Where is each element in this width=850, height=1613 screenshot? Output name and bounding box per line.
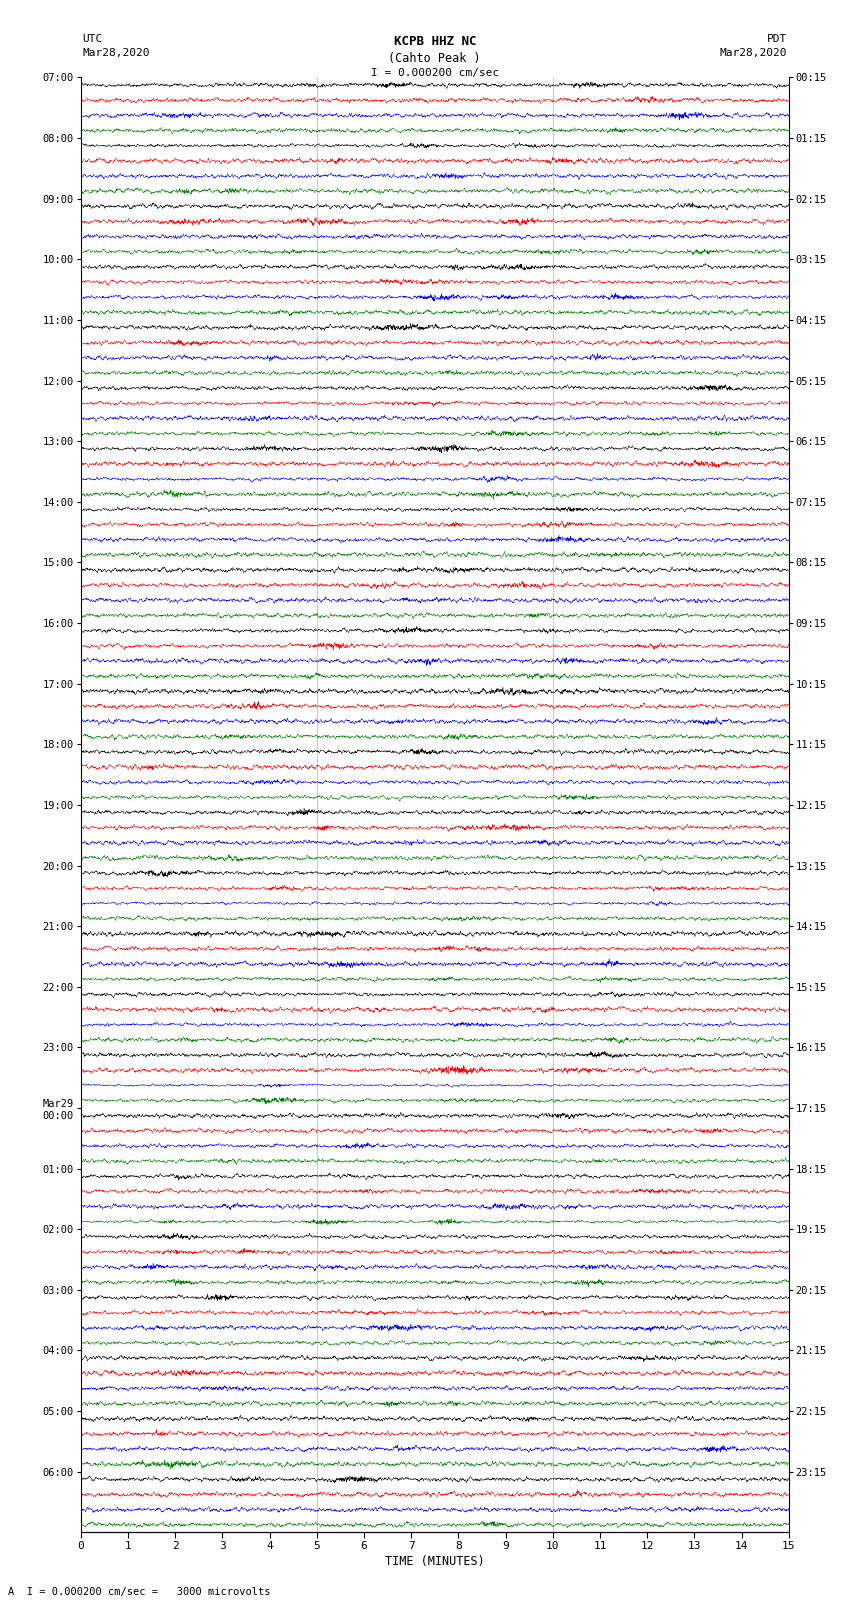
Text: A  I = 0.000200 cm/sec =   3000 microvolts: A I = 0.000200 cm/sec = 3000 microvolts xyxy=(8,1587,271,1597)
Text: Mar28,2020: Mar28,2020 xyxy=(720,48,787,58)
Text: UTC: UTC xyxy=(82,34,103,44)
Text: KCPB HHZ NC: KCPB HHZ NC xyxy=(394,35,476,48)
Text: (Cahto Peak ): (Cahto Peak ) xyxy=(388,52,481,65)
Text: Mar28,2020: Mar28,2020 xyxy=(82,48,150,58)
Text: I = 0.000200 cm/sec: I = 0.000200 cm/sec xyxy=(371,68,499,77)
X-axis label: TIME (MINUTES): TIME (MINUTES) xyxy=(385,1555,484,1568)
Text: PDT: PDT xyxy=(767,34,787,44)
